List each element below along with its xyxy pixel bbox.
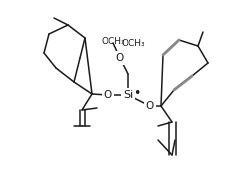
Text: O: O: [146, 101, 154, 111]
Text: OCH₃: OCH₃: [121, 38, 145, 48]
Text: OCH₃: OCH₃: [101, 36, 125, 46]
Text: •: •: [133, 87, 141, 100]
Text: Si: Si: [123, 90, 133, 100]
Text: O: O: [104, 90, 112, 100]
Text: O: O: [116, 53, 124, 63]
